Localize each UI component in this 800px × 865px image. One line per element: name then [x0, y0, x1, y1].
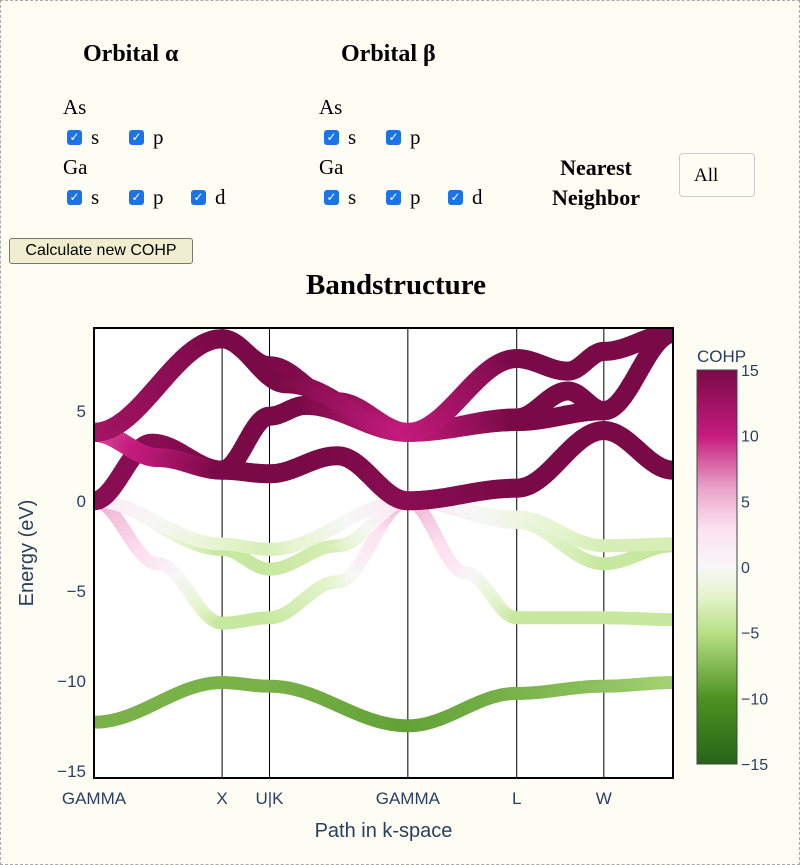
band-valence: [94, 494, 673, 630]
x-tick-label: U|K: [255, 789, 284, 808]
checkbox-label: p: [153, 185, 164, 209]
alpha-as-p-checkbox[interactable]: ✓ p: [129, 125, 164, 150]
checkbox-label: p: [153, 125, 164, 149]
y-tick-label: 5: [77, 402, 86, 421]
band-point: [663, 460, 673, 480]
beta-as-s-checkbox[interactable]: ✓ s: [324, 125, 356, 150]
colorbar-tick-label: 10: [741, 429, 759, 446]
x-tick-label: GAMMA: [376, 789, 441, 808]
y-tick-label: −5: [67, 582, 86, 601]
alpha-ga-s-checkbox[interactable]: ✓ s: [67, 185, 99, 210]
y-tick-label: 0: [77, 492, 86, 511]
checkbox-label: d: [215, 185, 226, 209]
alpha-atom-as: As: [63, 95, 87, 119]
band-conduction: [94, 328, 673, 442]
x-tick-label: X: [216, 789, 227, 808]
beta-ga-s-checkbox[interactable]: ✓ s: [324, 185, 356, 210]
colorbar-tick-label: 0: [741, 560, 750, 577]
band-valence: [94, 676, 673, 733]
beta-ga-p-checkbox[interactable]: ✓ p: [386, 185, 421, 210]
colorbar: [696, 369, 738, 765]
bands-layer: [94, 328, 673, 778]
beta-ga-d-checkbox[interactable]: ✓ d: [448, 185, 483, 210]
x-tick-label: W: [596, 789, 612, 808]
colorbar-title: COHP: [697, 347, 746, 366]
band-point: [663, 328, 673, 343]
y-tick-label: −15: [57, 762, 86, 781]
beta-atom-as: As: [319, 95, 343, 119]
checkbox-label: p: [410, 125, 421, 149]
x-tick-label: GAMMA: [62, 789, 127, 808]
y-tick-label: −10: [57, 672, 86, 691]
x-axis-title: Path in k-space: [315, 820, 453, 842]
orbital-beta-title: Orbital β: [341, 41, 436, 67]
beta-atom-ga: Ga: [319, 155, 344, 179]
calculate-cohp-button[interactable]: Calculate new COHP: [9, 238, 193, 264]
band-point: [666, 613, 673, 627]
orbital-alpha-title: Orbital α: [83, 41, 179, 67]
colorbar-tick-label: 5: [741, 494, 750, 511]
y-axis-title: Energy (eV): [16, 500, 38, 607]
colorbar-tick-label: −15: [741, 757, 768, 774]
band-point: [666, 537, 673, 551]
alpha-as-s-checkbox[interactable]: ✓ s: [67, 125, 99, 150]
checkbox-label: p: [410, 185, 421, 209]
colorbar-tick-label: −5: [741, 626, 759, 643]
band-point: [666, 676, 673, 690]
alpha-ga-p-checkbox[interactable]: ✓ p: [129, 185, 164, 210]
x-tick-label: L: [512, 789, 521, 808]
checkbox-label: s: [91, 125, 100, 149]
colorbar-tick-label: 15: [741, 363, 759, 380]
checkbox-label: d: [472, 185, 483, 209]
beta-as-p-checkbox[interactable]: ✓ p: [386, 125, 421, 150]
checkbox-label: s: [91, 185, 100, 209]
plot-frame: [93, 327, 674, 779]
chart-title: Bandstructure: [306, 269, 486, 301]
colorbar-tick-label: −10: [741, 691, 768, 708]
nearest-neighbor-label: Nearest Neighbor: [552, 155, 640, 210]
checkbox-label: s: [348, 125, 357, 149]
alpha-ga-d-checkbox[interactable]: ✓ d: [191, 185, 226, 210]
checkbox-label: s: [348, 185, 357, 209]
alpha-atom-ga: Ga: [63, 155, 88, 179]
nearest-neighbor-select[interactable]: All: [679, 153, 755, 197]
